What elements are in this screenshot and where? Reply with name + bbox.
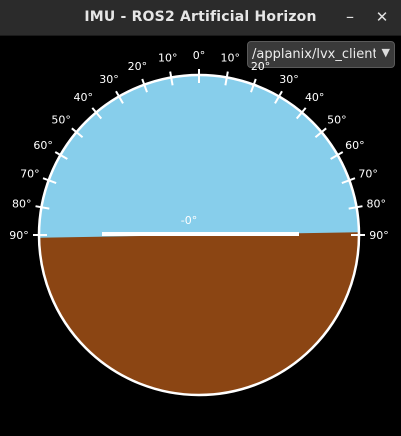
roll-tick-label: 90° <box>369 229 389 242</box>
chevron-down-icon: ▼ <box>381 46 390 59</box>
roll-tick-label: 10° <box>158 52 178 65</box>
pitch-label: -0° <box>181 214 197 227</box>
roll-tick-label: 50° <box>327 113 347 126</box>
roll-tick <box>42 177 57 184</box>
title-bar[interactable]: IMU - ROS2 Artificial Horizon – ✕ <box>0 0 401 36</box>
roll-tick <box>71 127 84 139</box>
topic-dropdown-value: /applanix/lvx_client/imu <box>252 47 376 62</box>
minimize-icon[interactable]: – <box>346 7 354 26</box>
roll-tick-label: 20° <box>251 60 271 73</box>
roll-tick-label: 30° <box>99 73 119 86</box>
roll-tick-label: 40° <box>305 91 325 104</box>
topic-dropdown[interactable]: /applanix/lvx_client/imu ▼ <box>247 41 395 68</box>
roll-tick-label: 30° <box>279 73 299 86</box>
roll-tick <box>224 71 229 86</box>
roll-tick <box>115 90 124 104</box>
roll-tick-label: 70° <box>358 167 378 180</box>
roll-tick <box>330 151 344 160</box>
artificial-horizon: 90°80°70°60°50°40°30°20°10° 0° 10°20°30°40… <box>9 49 389 397</box>
roll-tick <box>35 205 50 210</box>
ground-area <box>39 231 359 395</box>
roll-tick <box>348 205 363 210</box>
roll-tick-label: 60° <box>345 139 365 152</box>
roll-tick-label: 80° <box>367 198 387 211</box>
roll-tick-label: 10° <box>221 52 241 65</box>
roll-tick-label: 0° <box>193 49 206 62</box>
close-icon[interactable]: ✕ <box>375 8 389 26</box>
roll-tick <box>250 78 257 93</box>
roll-tick <box>91 107 103 120</box>
roll-tick <box>169 71 174 86</box>
roll-tick <box>295 107 307 120</box>
roll-tick-label: 90° <box>9 229 29 242</box>
roll-tick-label: 50° <box>51 113 71 126</box>
roll-tick-label: 40° <box>74 91 94 104</box>
window-title: IMU - ROS2 Artificial Horizon <box>84 9 317 25</box>
roll-tick <box>141 78 148 93</box>
roll-tick <box>341 177 356 184</box>
roll-tick <box>314 127 327 139</box>
roll-tick-label: 60° <box>33 139 53 152</box>
roll-tick <box>274 90 283 104</box>
roll-tick-label: 20° <box>128 60 148 73</box>
roll-tick-label: 70° <box>20 167 40 180</box>
roll-tick-label: 80° <box>12 198 32 211</box>
aircraft-reference-bar <box>102 232 299 236</box>
roll-tick <box>54 151 68 160</box>
roll-scale: 90°80°70°60°50°40°30°20°10° 0° 10°20°30°40… <box>9 49 389 242</box>
